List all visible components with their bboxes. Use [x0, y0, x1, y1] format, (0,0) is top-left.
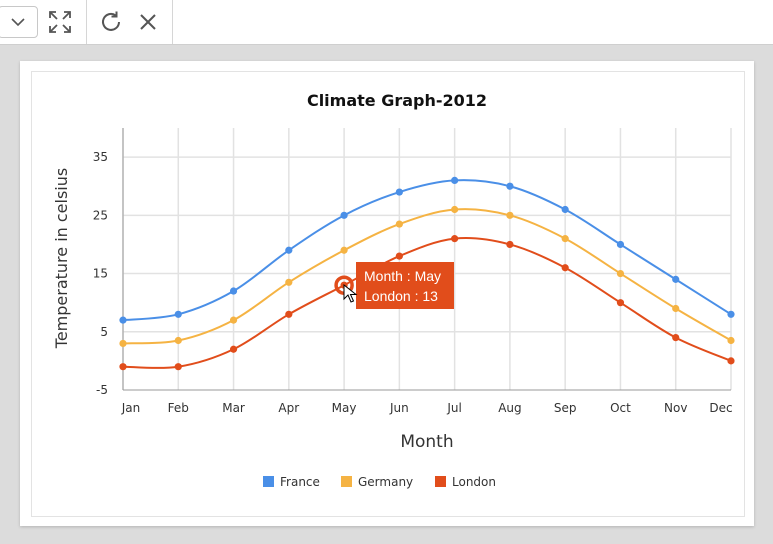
y-tick-label: -5	[96, 383, 108, 397]
data-point-london-aug[interactable]	[506, 240, 514, 249]
series-layer	[119, 176, 735, 371]
data-point-london-sep[interactable]	[561, 264, 569, 272]
mouse-cursor-icon	[343, 284, 358, 303]
data-point-france-feb[interactable]	[174, 310, 182, 318]
dropdown-toggle[interactable]	[0, 6, 38, 38]
expand-icon	[49, 11, 71, 33]
legend-label-london[interactable]: London	[452, 475, 496, 489]
axes	[122, 128, 731, 391]
chart-frame	[31, 71, 745, 517]
x-tick-label: Mar	[222, 401, 245, 415]
data-point-france-sep[interactable]	[561, 205, 569, 214]
x-tick-label: Sep	[554, 401, 577, 415]
data-point-germany-oct[interactable]	[616, 269, 625, 278]
x-tick-label: Jan	[121, 401, 141, 415]
data-point-france-dec[interactable]	[727, 310, 735, 318]
x-tick-label: Aug	[498, 401, 521, 415]
data-point-london-jul[interactable]	[451, 235, 459, 243]
close-icon	[140, 14, 156, 30]
y-axis-label: Temperature in celsius	[52, 168, 71, 349]
data-point-france-may[interactable]	[340, 211, 348, 219]
data-point-france-oct[interactable]	[616, 240, 625, 249]
x-tick-label: Oct	[610, 401, 631, 415]
x-tick-label: Nov	[664, 401, 687, 415]
legend-marker-germany[interactable]	[341, 476, 352, 487]
grid	[122, 128, 732, 390]
data-point-london-jun[interactable]	[395, 252, 403, 260]
chart-title: Climate Graph-2012	[307, 91, 487, 110]
legend[interactable]: France Germany London	[263, 475, 496, 489]
data-point-london-feb[interactable]	[174, 363, 182, 371]
y-tick-label: 5	[100, 325, 108, 339]
legend-label-germany[interactable]: Germany	[358, 475, 413, 489]
data-point-germany-mar[interactable]	[229, 316, 238, 324]
data-point-germany-sep[interactable]	[561, 235, 569, 243]
tooltip-line-value: London : 13	[364, 288, 438, 304]
toolbar	[0, 0, 773, 45]
tick-labels: -5 5 15 25 35 Jan Feb Mar Apr May Jun Jul Aug Sep Oct N…	[93, 150, 733, 415]
x-tick-label: Apr	[278, 401, 299, 415]
toolbar-separator	[172, 0, 173, 44]
x-tick-label: Jul	[446, 401, 461, 415]
data-point-france-apr[interactable]	[285, 246, 293, 254]
data-point-france-aug[interactable]	[506, 182, 514, 190]
data-point-france-nov[interactable]	[672, 275, 680, 283]
data-point-germany-nov[interactable]	[672, 304, 680, 313]
data-point-germany-jan[interactable]	[119, 339, 127, 348]
legend-label-france[interactable]: France	[280, 475, 320, 489]
x-tick-label: Jun	[389, 401, 409, 415]
y-tick-label: 25	[93, 208, 108, 222]
legend-marker-london[interactable]	[435, 476, 446, 487]
close-button[interactable]	[134, 0, 162, 44]
data-point-germany-may[interactable]	[340, 246, 348, 254]
data-point-france-jun[interactable]	[395, 188, 403, 196]
x-axis-label: Month	[400, 432, 453, 452]
chevron-down-icon	[11, 17, 25, 26]
legend-marker-france[interactable]	[263, 476, 274, 487]
data-point-london-dec[interactable]	[727, 357, 735, 365]
x-tick-label: May	[332, 401, 357, 415]
data-point-germany-apr[interactable]	[285, 278, 293, 286]
data-point-london-apr[interactable]	[285, 310, 293, 318]
y-tick-label: 15	[93, 267, 108, 281]
data-point-london-jan[interactable]	[119, 363, 127, 371]
x-tick-label: Feb	[168, 401, 189, 415]
expand-button[interactable]	[43, 0, 77, 44]
data-point-france-jul[interactable]	[451, 176, 459, 184]
refresh-icon	[102, 11, 120, 31]
data-point-france-mar[interactable]	[229, 287, 238, 295]
data-point-germany-dec[interactable]	[727, 336, 735, 345]
data-point-london-nov[interactable]	[672, 334, 680, 342]
tooltip-line-month: Month : May	[364, 268, 442, 284]
chart-tooltip: Month : May London : 13	[356, 262, 454, 309]
data-point-germany-aug[interactable]	[506, 211, 514, 219]
x-tick-label: Dec	[709, 401, 732, 415]
y-tick-label: 35	[93, 150, 108, 164]
data-point-london-oct[interactable]	[616, 299, 625, 307]
data-point-london-mar[interactable]	[229, 345, 238, 353]
data-point-germany-feb[interactable]	[174, 336, 182, 345]
toolbar-separator	[86, 0, 87, 44]
data-point-france-jan[interactable]	[119, 316, 127, 324]
data-point-germany-jun[interactable]	[395, 220, 403, 228]
refresh-button[interactable]	[96, 0, 126, 44]
data-point-germany-jul[interactable]	[451, 205, 459, 214]
